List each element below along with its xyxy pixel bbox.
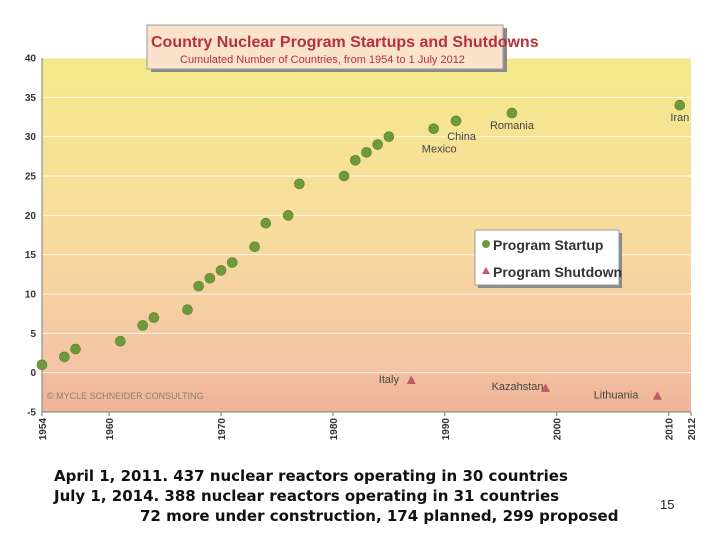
- startup-point: [215, 265, 227, 276]
- startup-point: [182, 304, 193, 316]
- footer-line-2: July 1, 2014. 388 nuclear reactors opera…: [54, 487, 560, 505]
- gridlines: [42, 57, 691, 413]
- footer-line-1: April 1, 2011. 437 nuclear reactors oper…: [54, 467, 568, 485]
- y-tick-label: 0: [30, 368, 36, 379]
- x-tick-label: 1980: [329, 418, 340, 441]
- legend-startup-label: Program Startup: [493, 237, 603, 253]
- annotation-label: Romania: [490, 120, 535, 132]
- x-tick-label: 1960: [105, 418, 116, 441]
- startup-point: [361, 147, 372, 158]
- y-axis: 40 35 30 25 20 15 10 5 0 -5: [25, 54, 43, 419]
- annotation-label: Iran: [670, 112, 689, 124]
- footer-stats: April 1, 2011. 437 nuclear reactors oper…: [54, 466, 654, 526]
- legend-shutdown-label: Program Shutdown: [493, 264, 622, 280]
- shutdown-band: [42, 373, 691, 412]
- annotation-label: Mexico: [422, 143, 457, 155]
- legend: Program Startup Program Shutdown: [474, 229, 622, 288]
- shutdown-point: [541, 383, 551, 392]
- startup-point: [338, 170, 350, 182]
- startup-point: [193, 280, 204, 292]
- y-tick-label: -5: [27, 408, 36, 419]
- x-tick-label: 1954: [38, 418, 49, 441]
- x-tick-label: 2010: [665, 418, 676, 441]
- y-tick-label: 25: [25, 172, 37, 183]
- y-tick-label: 5: [30, 329, 36, 340]
- startup-point: [450, 115, 462, 127]
- y-tick-label: 30: [25, 132, 37, 143]
- startup-point: [249, 241, 260, 253]
- startup-point: [383, 131, 395, 142]
- shutdown-point: [652, 391, 662, 400]
- legend-startup-marker: [482, 240, 490, 248]
- y-tick-label: 20: [25, 211, 37, 222]
- page-number: 15: [660, 497, 675, 512]
- startup-point: [70, 343, 81, 355]
- startup-point: [428, 123, 439, 135]
- annotation-label: China: [447, 131, 477, 143]
- startup-series: [36, 99, 686, 371]
- startup-point: [226, 257, 238, 268]
- watermark: © MYCLE SCHNEIDER CONSULTING: [47, 391, 204, 401]
- startup-point: [59, 351, 70, 363]
- startup-point: [674, 99, 686, 111]
- startup-point: [260, 217, 272, 229]
- startup-point: [115, 335, 126, 347]
- x-tick-label: 1990: [441, 418, 452, 441]
- annotation-label: Italy: [379, 374, 400, 386]
- annotation-label: Lithuania: [594, 390, 640, 402]
- x-tick-label: 2000: [553, 418, 564, 441]
- startup-point: [350, 154, 361, 166]
- chart-title: Country Nuclear Program Startups and Shu…: [151, 34, 539, 51]
- startup-point: [372, 139, 383, 150]
- startup-point: [282, 210, 294, 221]
- startup-point: [36, 359, 48, 371]
- startup-point: [148, 312, 160, 323]
- x-axis: 1954 1960 1970 1980 1990 2000 2010 2012: [38, 411, 698, 441]
- y-tick-label: 10: [25, 290, 37, 301]
- startup-point: [506, 107, 518, 119]
- startups-shutdowns-chart: 40 35 30 25 20 15 10 5 0 -5 1954 1960 1970 1980 1990 2…: [25, 24, 698, 441]
- x-tick-label: 1970: [217, 418, 228, 441]
- title-box: Country Nuclear Program Startups and Shu…: [146, 24, 539, 72]
- startup-point: [137, 320, 149, 331]
- y-tick-label: 15: [25, 250, 37, 261]
- startup-point: [294, 178, 305, 190]
- shutdown-point: [406, 375, 416, 385]
- startup-point: [204, 272, 216, 284]
- legend-shutdown-marker: [482, 267, 490, 274]
- footer-line-3: 72 more under construction, 174 planned,…: [140, 507, 619, 525]
- y-tick-label: 40: [25, 54, 37, 65]
- x-tick-label: 2012: [687, 418, 698, 441]
- y-tick-label: 35: [25, 93, 37, 104]
- chart-subtitle: Cumulated Number of Countries, from 1954…: [180, 54, 465, 66]
- shutdown-series: [406, 375, 662, 400]
- annotation-label: Kazahstan: [492, 381, 544, 393]
